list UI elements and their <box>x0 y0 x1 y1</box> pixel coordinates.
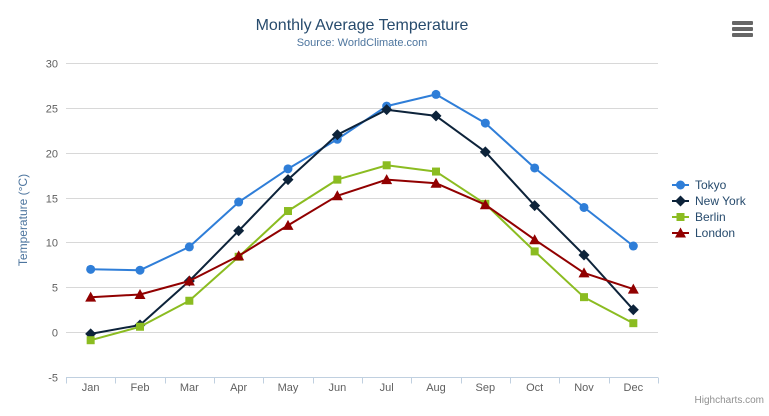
series-layer <box>85 89 639 345</box>
data-point[interactable] <box>283 164 293 174</box>
series-london <box>85 174 639 302</box>
grid-layer: -5 0 5 10 15 20 25 30 Jan Feb Mar Apr May Jun Jul Aug Se… <box>46 59 659 394</box>
data-point[interactable] <box>580 293 588 302</box>
legend-symbol-marker <box>675 227 686 238</box>
legend-item-new-york[interactable]: New York <box>672 194 747 208</box>
y-axis-tick-label: 0 <box>52 328 58 340</box>
legend: Tokyo New York Berlin London <box>672 178 747 240</box>
series-line <box>89 108 635 335</box>
data-point[interactable] <box>629 319 638 328</box>
data-point[interactable] <box>85 291 97 302</box>
data-point[interactable] <box>135 265 145 275</box>
data-point[interactable] <box>431 89 441 99</box>
series-line <box>89 164 635 342</box>
data-point[interactable] <box>627 283 639 294</box>
data-point[interactable] <box>134 288 146 299</box>
legend-label: Berlin <box>695 210 726 224</box>
x-axis-label-dec: Dec <box>624 382 644 394</box>
data-point[interactable] <box>479 199 491 210</box>
hamburger-menu-icon[interactable] <box>732 21 753 38</box>
legend-label: Tokyo <box>695 178 727 192</box>
legend-label: New York <box>695 194 747 208</box>
data-point[interactable] <box>381 104 393 116</box>
y-axis-tick-label: -5 <box>48 373 58 385</box>
data-point[interactable] <box>480 118 490 128</box>
data-point[interactable] <box>233 250 245 261</box>
x-axis-label-aug: Aug <box>426 382 446 394</box>
hamburger-bar <box>732 27 753 31</box>
legend-item-london[interactable]: London <box>672 226 735 240</box>
data-point[interactable] <box>331 190 343 201</box>
x-axis-label-jan: Jan <box>82 382 100 394</box>
chart-title: Monthly Average Temperature <box>256 17 469 34</box>
data-point[interactable] <box>234 197 244 207</box>
legend-item-tokyo[interactable]: Tokyo <box>672 178 727 192</box>
data-point[interactable] <box>233 225 245 237</box>
data-point[interactable] <box>530 247 539 256</box>
data-point[interactable] <box>331 129 343 141</box>
y-axis-tick-label: 5 <box>52 283 58 295</box>
y-axis-tick-label: 15 <box>46 194 58 206</box>
chart-subtitle: Source: WorldClimate.com <box>297 37 428 49</box>
x-axis-label-feb: Feb <box>131 382 150 394</box>
series-line <box>89 178 635 299</box>
x-axis-label-nov: Nov <box>574 382 594 394</box>
x-axis-label-apr: Apr <box>230 382 247 394</box>
data-point[interactable] <box>430 177 442 188</box>
data-point[interactable] <box>529 200 541 212</box>
data-point[interactable] <box>627 304 639 316</box>
legend-symbol-marker <box>675 195 686 207</box>
data-point[interactable] <box>333 175 342 184</box>
data-point[interactable] <box>529 234 541 245</box>
data-point[interactable] <box>530 163 540 173</box>
legend-symbol-marker <box>676 180 685 190</box>
data-point[interactable] <box>479 146 491 158</box>
data-point[interactable] <box>284 207 292 216</box>
legend-item-berlin[interactable]: Berlin <box>672 210 726 224</box>
data-point[interactable] <box>136 322 144 331</box>
data-point[interactable] <box>578 267 590 278</box>
y-axis-title: Temperature (°C) <box>16 174 30 266</box>
x-axis-label-mar: Mar <box>180 382 199 394</box>
data-point[interactable] <box>86 336 95 345</box>
data-point[interactable] <box>86 264 96 274</box>
x-axis-label-oct: Oct <box>526 382 543 394</box>
data-point[interactable] <box>628 241 638 251</box>
data-point[interactable] <box>282 219 294 230</box>
y-axis-tick-label: 30 <box>46 59 58 71</box>
y-axis-tick-label: 25 <box>46 104 58 116</box>
series-tokyo <box>86 89 638 275</box>
data-point[interactable] <box>579 202 589 212</box>
y-axis-tick-label: 10 <box>46 238 58 250</box>
data-point[interactable] <box>381 174 393 185</box>
data-point[interactable] <box>578 249 590 261</box>
x-axis-label-jun: Jun <box>328 382 346 394</box>
data-point[interactable] <box>183 275 195 286</box>
y-axis-tick-label: 20 <box>46 149 58 161</box>
series-line <box>89 93 635 272</box>
data-point[interactable] <box>185 296 194 305</box>
data-point[interactable] <box>430 110 442 122</box>
data-point[interactable] <box>282 174 294 186</box>
data-point[interactable] <box>382 161 391 170</box>
hamburger-bar <box>732 21 753 25</box>
data-point[interactable] <box>184 242 194 252</box>
hamburger-bar <box>732 33 753 37</box>
legend-symbol-marker <box>676 213 685 221</box>
data-point[interactable] <box>432 167 440 176</box>
x-axis-label-may: May <box>278 382 299 394</box>
highcharts-credit-link[interactable]: Highcharts.com <box>695 395 764 406</box>
series-new-york <box>85 104 639 340</box>
legend-label: London <box>695 226 735 240</box>
x-axis-label-jul: Jul <box>380 382 394 394</box>
x-axis-label-sep: Sep <box>476 382 496 394</box>
